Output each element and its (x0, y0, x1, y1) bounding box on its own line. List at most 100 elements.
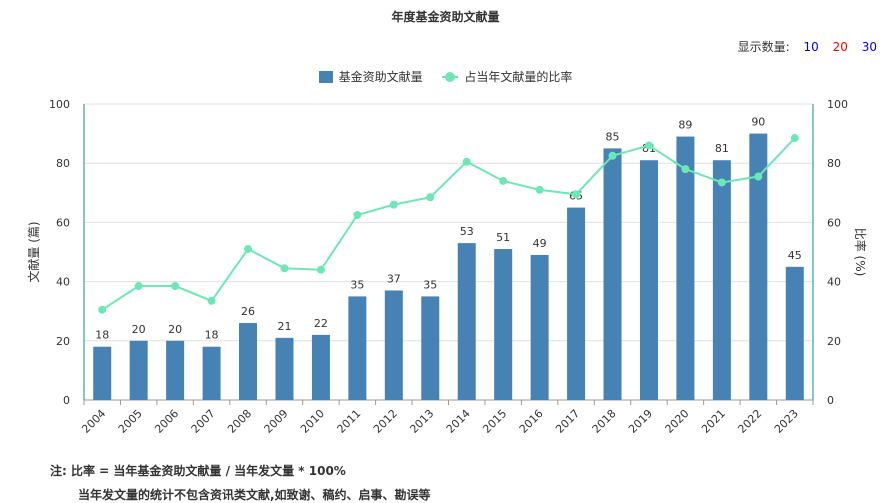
bar-2021 (712, 160, 731, 400)
bar-2018 (603, 148, 622, 400)
ratio-point-2012 (389, 200, 398, 209)
x-tick-label: 2021 (699, 407, 728, 436)
display-count-option-20[interactable]: 20 (832, 40, 848, 54)
ratio-point-2015 (499, 176, 508, 185)
bar-value-label: 22 (314, 317, 328, 330)
display-count-option-10[interactable]: 10 (803, 40, 819, 54)
y2-tick-label: 80 (827, 157, 841, 170)
x-tick-label: 2010 (298, 407, 327, 436)
bar-2013 (421, 296, 440, 400)
y2-tick-label: 60 (827, 216, 841, 229)
ratio-point-2021 (717, 178, 726, 187)
bar-value-label: 21 (277, 320, 291, 333)
bar-2014 (457, 243, 476, 400)
bar-value-label: 35 (423, 278, 437, 291)
x-tick-label: 2007 (189, 407, 218, 436)
y-axis-title: 文献量 (篇) (26, 221, 41, 282)
bar-value-label: 20 (132, 323, 146, 336)
x-tick-label: 2004 (79, 407, 108, 436)
ratio-point-2009 (280, 264, 289, 273)
bar-2008 (239, 323, 258, 400)
ratio-point-2010 (316, 265, 325, 274)
ratio-point-2020 (681, 165, 690, 174)
bar-value-label: 89 (678, 119, 692, 132)
ratio-point-2013 (426, 193, 435, 202)
display-count-selector: 显示数量: 10 20 30 (738, 38, 877, 55)
y-tick-label: 0 (63, 394, 70, 407)
y2-axis-title: 比率 (%) (853, 228, 868, 277)
ratio-point-2017 (572, 190, 581, 199)
bar-value-label: 35 (350, 278, 364, 291)
ratio-point-2011 (353, 211, 362, 219)
bar-value-label: 85 (606, 130, 620, 143)
bar-value-label: 20 (168, 323, 182, 336)
legend-bar-swatch (318, 70, 333, 83)
bar-value-label: 51 (496, 231, 510, 244)
x-tick-label: 2022 (735, 407, 764, 436)
y-tick-label: 20 (56, 335, 70, 348)
x-tick-label: 2009 (262, 407, 291, 436)
bar-2005 (129, 340, 148, 400)
bar-value-label: 90 (751, 116, 765, 129)
bar-2023 (785, 266, 804, 400)
note-line-2: 当年发文量的统计不包含资讯类文献,如致谢、稿约、启事、勘误等 (78, 488, 431, 502)
ratio-point-2008 (244, 245, 253, 254)
bar-2012 (384, 290, 403, 400)
x-tick-label: 2020 (663, 407, 692, 436)
x-tick-label: 2014 (444, 407, 473, 436)
bar-2015 (494, 249, 513, 400)
x-tick-label: 2013 (407, 407, 436, 436)
bar-value-label: 53 (460, 225, 474, 238)
bar-value-label: 45 (788, 249, 802, 262)
x-tick-label: 2012 (371, 407, 400, 436)
legend-item-line[interactable]: 占当年文献量的比率 (442, 68, 572, 85)
bar-2022 (749, 133, 768, 400)
ratio-point-2006 (171, 282, 180, 291)
y2-tick-label: 100 (827, 98, 848, 111)
x-tick-label: 2006 (152, 407, 181, 436)
legend-item-bar[interactable]: 基金资助文献量 (318, 68, 423, 85)
chart-legend: 基金资助文献量 占当年文献量的比率 (0, 68, 891, 86)
ratio-point-2019 (644, 141, 653, 150)
note-line-1: 注: 比率 = 当年基金资助文献量 / 当年发文量 * 100% (50, 464, 346, 478)
y2-tick-label: 40 (827, 276, 841, 289)
bar-value-label: 37 (387, 272, 401, 285)
x-tick-label: 2023 (772, 407, 801, 436)
bar-value-label: 49 (533, 237, 547, 250)
display-count-option-30[interactable]: 30 (861, 40, 877, 54)
x-tick-label: 2019 (626, 407, 655, 436)
legend-line-swatch (442, 71, 459, 83)
bar-value-label: 18 (95, 329, 109, 342)
x-tick-label: 2011 (335, 407, 364, 436)
display-count-label: 显示数量: (737, 40, 790, 54)
bar-2011 (348, 296, 367, 400)
bar-value-label: 81 (715, 142, 729, 155)
x-tick-label: 2005 (116, 407, 145, 436)
y-tick-label: 100 (49, 98, 70, 111)
legend-line-label: 占当年文献量的比率 (464, 70, 573, 84)
ratio-point-2022 (754, 172, 763, 181)
y2-tick-label: 20 (827, 335, 841, 348)
ratio-point-2007 (207, 296, 216, 305)
y-tick-label: 80 (56, 157, 70, 170)
ratio-point-2014 (462, 157, 471, 166)
bar-2004 (93, 346, 112, 400)
bar-2006 (166, 340, 185, 400)
x-tick-label: 2018 (590, 407, 619, 436)
bar-2009 (275, 337, 294, 400)
bar-2010 (311, 334, 330, 400)
ratio-point-2023 (790, 134, 799, 143)
x-tick-label: 2015 (480, 407, 509, 436)
legend-bar-label: 基金资助文献量 (338, 70, 423, 84)
ratio-point-2016 (535, 185, 544, 194)
bar-2007 (202, 346, 221, 400)
y-tick-label: 60 (56, 216, 70, 229)
x-tick-label: 2016 (517, 407, 546, 436)
bar-value-label: 18 (205, 329, 219, 342)
x-tick-label: 2017 (553, 407, 582, 436)
ratio-point-2018 (608, 151, 617, 160)
bar-value-label: 26 (241, 305, 255, 318)
bar-2019 (639, 160, 658, 400)
bar-2016 (530, 254, 549, 400)
